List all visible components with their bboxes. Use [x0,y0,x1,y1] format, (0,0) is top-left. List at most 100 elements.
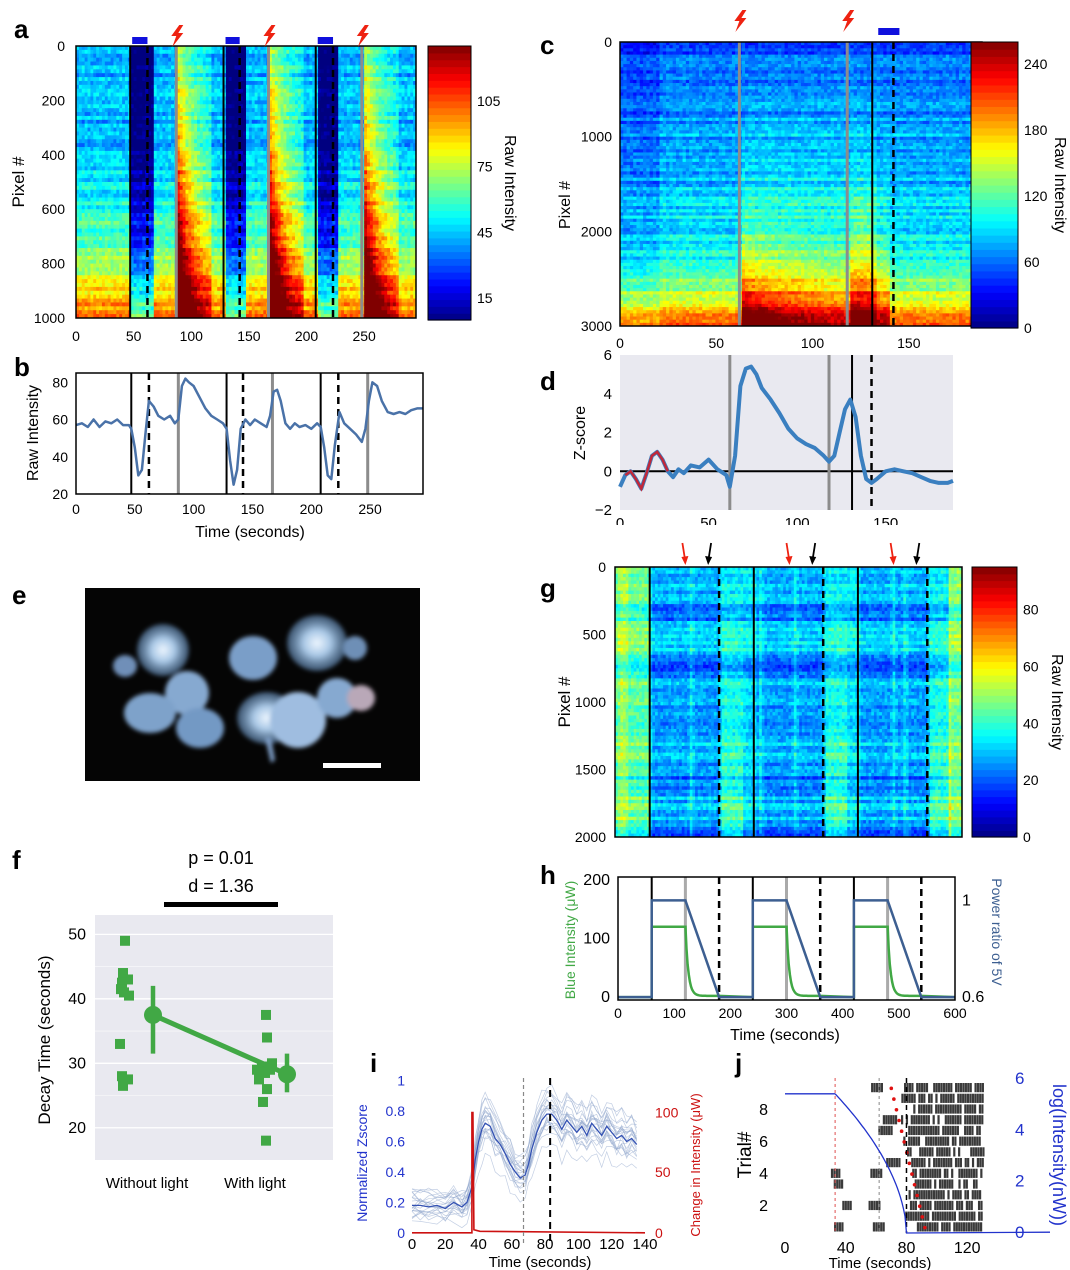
heatmap-cell [191,65,195,70]
heatmap-cell [248,49,253,55]
heatmap-cell [191,88,195,94]
heatmap-cell [303,46,308,51]
heatmap-cell [124,119,129,125]
heatmap-cell [372,135,377,140]
heatmap-cell [315,135,319,140]
heatmap-cell [387,84,391,90]
heatmap-cell [341,166,345,171]
heatmap-cell [341,131,345,136]
heatmap-cell [390,166,394,171]
heatmap-cell [136,143,140,148]
heatmap-cell [375,69,380,74]
heatmap-cell [87,123,91,129]
heatmap-cell [81,115,86,121]
heatmap-cell [87,115,91,121]
heatmap-cell [101,189,106,195]
heatmap-cell [283,69,287,74]
heatmap-cell [119,100,123,105]
heatmap-cell [153,73,158,78]
heatmap-cell [315,49,319,55]
heatmap-cell [318,61,322,66]
heatmap-cell [107,150,112,156]
heatmap-cell [341,80,345,86]
heatmap-cell [286,174,290,179]
heatmap-cell [352,77,356,82]
heatmap-cell [312,65,316,70]
heatmap-cell [286,201,290,206]
heatmap-cell [358,104,362,109]
heatmap-cell [228,57,233,63]
heatmap-cell [413,88,417,94]
heatmap-cell [234,49,238,55]
heatmap-cell [410,46,414,51]
heatmap-cell [315,119,319,125]
heatmap-cell [378,123,382,129]
heatmap-cell [341,182,345,187]
heatmap-cell [323,88,328,94]
heatmap-cell [182,201,186,206]
heatmap-cell [104,143,109,148]
heatmap-cell [182,131,186,136]
heatmap-cell [292,77,296,82]
heatmap-cell [392,139,397,144]
heatmap-cell [240,88,244,94]
heatmap-cell [220,100,224,105]
heatmap-cell [286,73,290,78]
heatmap-cell [381,158,385,164]
heatmap-cell [116,46,120,51]
heatmap-cell [384,100,388,105]
heatmap-cell [84,119,89,125]
heatmap-cell [263,193,267,199]
heatmap-cell [78,46,83,51]
heatmap-cell [113,189,117,195]
heatmap-cell [289,174,293,179]
heatmap-cell [168,158,172,164]
heatmap-cell [222,96,227,101]
heatmap-cell [240,119,244,125]
heatmap-cell [369,131,374,136]
heatmap-cell [148,57,152,63]
heatmap-cell [182,112,186,117]
heatmap-cell [329,96,333,101]
heatmap-cell [101,65,106,70]
heatmap-cell [228,104,233,109]
heatmap-cell [76,158,80,164]
heatmap-cell [130,57,135,63]
heatmap-cell [96,182,100,187]
heatmap-cell [303,69,308,74]
heatmap-cell [300,77,305,82]
heatmap-cell [364,88,368,94]
heatmap-cell [84,112,89,117]
heatmap-cell [107,61,112,66]
heatmap-cell [407,127,411,132]
heatmap-cell [407,178,411,183]
heatmap-cell [286,166,290,171]
heatmap-cell [413,143,417,148]
heatmap-cell [119,147,123,152]
heatmap-cell [188,104,192,109]
heatmap-cell [124,104,129,109]
heatmap-cell [84,182,89,187]
heatmap-cell [410,193,414,199]
heatmap-cell [300,162,305,167]
heatmap-cell [306,104,310,109]
heatmap-cell [312,88,316,94]
heatmap-cell [315,178,319,183]
heatmap-cell [246,150,250,156]
heatmap-cell [136,112,140,117]
heatmap-cell [145,112,149,117]
heatmap-cell [113,139,117,144]
heatmap-cell [156,96,161,101]
heatmap-cell [372,84,377,90]
heatmap-cell [90,158,94,164]
heatmap-cell [220,143,224,148]
heatmap-cell [122,127,126,132]
heatmap-cell [271,185,276,191]
heatmap-cell [116,209,120,214]
heatmap-cell [300,127,305,132]
heatmap-cell [369,108,374,113]
heatmap-cell [214,77,218,82]
heatmap-cell [323,205,328,210]
heatmap-cell [283,46,287,51]
heatmap-cell [188,201,192,206]
